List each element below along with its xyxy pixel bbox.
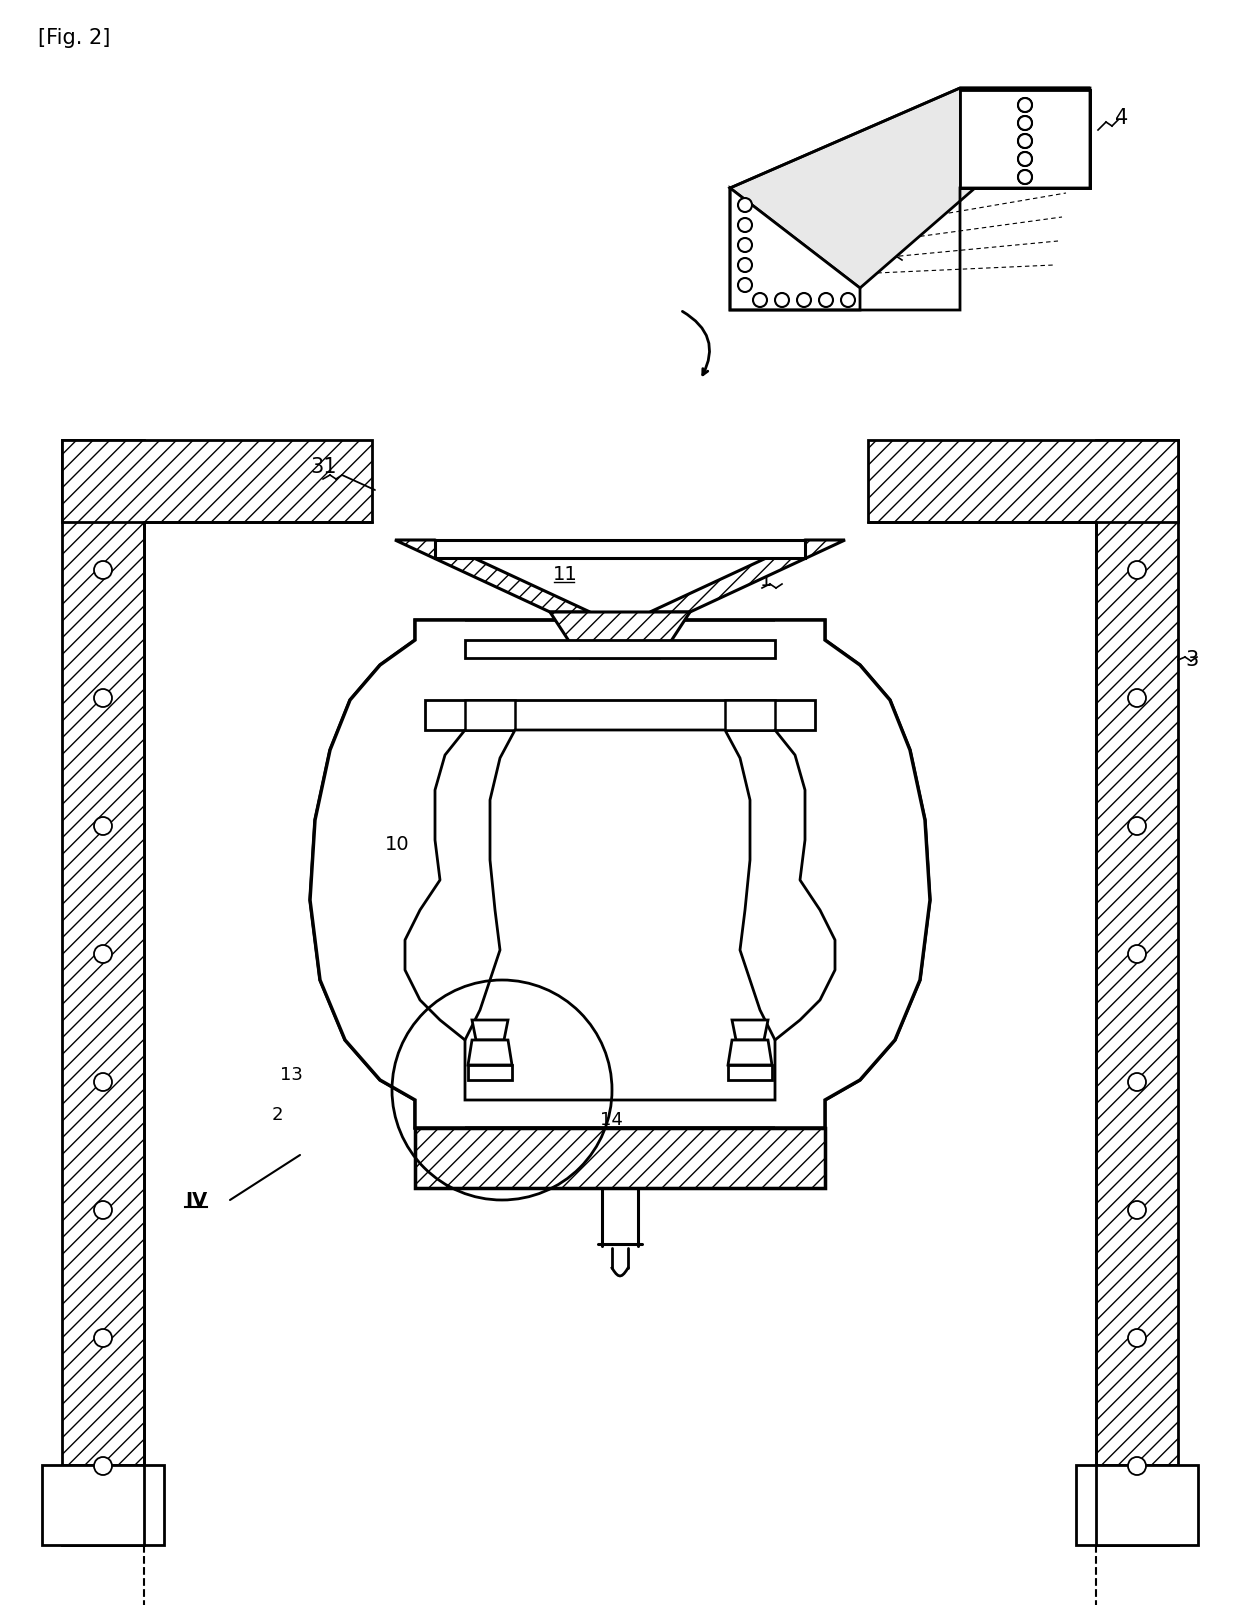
Circle shape: [797, 292, 811, 307]
Circle shape: [1128, 689, 1146, 707]
Circle shape: [94, 561, 112, 579]
Text: 40: 40: [870, 238, 897, 259]
Text: 4: 4: [1115, 108, 1128, 129]
Circle shape: [738, 278, 751, 292]
Polygon shape: [62, 1466, 144, 1544]
Text: 30: 30: [740, 1160, 765, 1180]
Polygon shape: [310, 620, 465, 1128]
Circle shape: [738, 259, 751, 272]
Text: 31: 31: [310, 456, 336, 477]
Polygon shape: [960, 90, 1090, 188]
Polygon shape: [1096, 440, 1178, 1544]
Circle shape: [775, 292, 789, 307]
Circle shape: [94, 1073, 112, 1091]
Circle shape: [1128, 1458, 1146, 1475]
Text: IV: IV: [185, 1191, 207, 1210]
Circle shape: [1018, 133, 1032, 148]
Polygon shape: [465, 640, 775, 657]
Polygon shape: [960, 90, 1090, 188]
Circle shape: [1018, 153, 1032, 166]
Text: 2: 2: [272, 1106, 284, 1123]
Circle shape: [1128, 816, 1146, 836]
Polygon shape: [425, 701, 815, 730]
Circle shape: [94, 1458, 112, 1475]
Polygon shape: [650, 540, 844, 612]
Circle shape: [1128, 1200, 1146, 1220]
Polygon shape: [728, 1065, 773, 1080]
Polygon shape: [396, 540, 590, 612]
Circle shape: [94, 1329, 112, 1347]
Circle shape: [94, 689, 112, 707]
Circle shape: [1128, 1329, 1146, 1347]
Polygon shape: [42, 1466, 164, 1544]
Text: 3: 3: [1185, 649, 1198, 670]
Polygon shape: [775, 620, 930, 1128]
Polygon shape: [467, 1065, 512, 1080]
Polygon shape: [730, 188, 861, 310]
Text: 1: 1: [760, 570, 773, 590]
Text: 10: 10: [384, 836, 409, 855]
Circle shape: [1018, 153, 1032, 166]
Circle shape: [1018, 98, 1032, 112]
Polygon shape: [415, 1128, 825, 1188]
Polygon shape: [435, 540, 805, 558]
Circle shape: [94, 945, 112, 963]
Polygon shape: [868, 440, 1178, 522]
Polygon shape: [551, 612, 689, 657]
Circle shape: [1018, 170, 1032, 183]
Polygon shape: [725, 701, 775, 730]
Polygon shape: [1076, 1466, 1198, 1544]
Text: 12: 12: [529, 1046, 553, 1064]
Polygon shape: [467, 1040, 512, 1065]
Circle shape: [753, 292, 768, 307]
Circle shape: [1018, 133, 1032, 148]
Circle shape: [1128, 561, 1146, 579]
Circle shape: [818, 292, 833, 307]
Circle shape: [738, 198, 751, 212]
Circle shape: [1128, 945, 1146, 963]
Polygon shape: [730, 88, 1090, 288]
Text: 14: 14: [600, 1110, 622, 1130]
Polygon shape: [465, 701, 515, 730]
Circle shape: [1128, 1073, 1146, 1091]
Circle shape: [841, 292, 856, 307]
Polygon shape: [465, 730, 775, 1101]
Text: 13: 13: [280, 1065, 303, 1085]
Circle shape: [738, 219, 751, 231]
Circle shape: [1018, 170, 1032, 183]
Text: 11: 11: [553, 566, 578, 585]
Circle shape: [738, 238, 751, 252]
Circle shape: [94, 1200, 112, 1220]
Polygon shape: [1096, 1466, 1178, 1544]
Polygon shape: [728, 1040, 773, 1065]
Circle shape: [1018, 116, 1032, 130]
Circle shape: [1018, 98, 1032, 112]
Circle shape: [94, 816, 112, 836]
Polygon shape: [472, 1020, 508, 1040]
Polygon shape: [310, 620, 930, 1128]
Polygon shape: [62, 440, 372, 522]
Circle shape: [1018, 116, 1032, 130]
Text: [Fig. 2]: [Fig. 2]: [38, 27, 110, 48]
Polygon shape: [62, 440, 144, 1544]
Polygon shape: [732, 1020, 768, 1040]
